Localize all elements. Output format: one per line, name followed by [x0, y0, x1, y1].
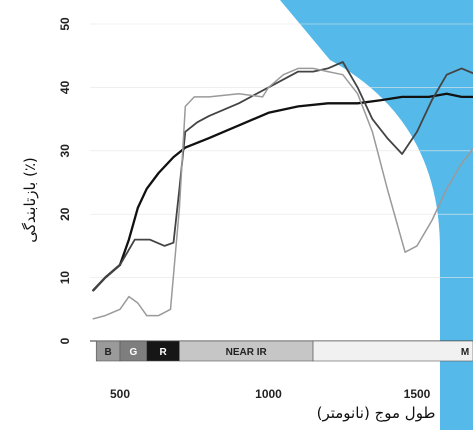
tick-labels: 500 1000 1500 0 10 20 30 40 50: [58, 17, 430, 401]
y-axis-title: بازتابندگی (٪): [21, 157, 39, 242]
y-tick-label: 40: [58, 80, 72, 94]
y-tick-label: 0: [58, 337, 72, 344]
band-label: NEAR IR: [226, 347, 268, 358]
y-tick-label: 10: [58, 271, 72, 285]
y-tick-label: 20: [58, 207, 72, 221]
y-tick-label: 50: [58, 17, 72, 31]
series-line-3: [92, 67, 473, 320]
band-label: M: [461, 347, 469, 358]
y-tick-label: 30: [58, 144, 72, 158]
gridlines: [90, 23, 473, 278]
band-m: [312, 340, 473, 362]
x-tick-label: 1500: [404, 387, 431, 401]
band-label: B: [105, 347, 112, 358]
spectral-bands: B G R NEAR IR M: [95, 340, 473, 362]
series-line-2: [92, 61, 473, 292]
band-label: G: [129, 347, 137, 358]
band-label: R: [159, 347, 167, 358]
x-tick-label: 500: [110, 387, 130, 401]
watermark: [280, 0, 473, 430]
series-group: [92, 61, 473, 320]
x-axis-title: طول موج (نانومتر): [317, 404, 436, 423]
x-tick-label: 1000: [255, 387, 282, 401]
series-line-1: [92, 92, 473, 292]
